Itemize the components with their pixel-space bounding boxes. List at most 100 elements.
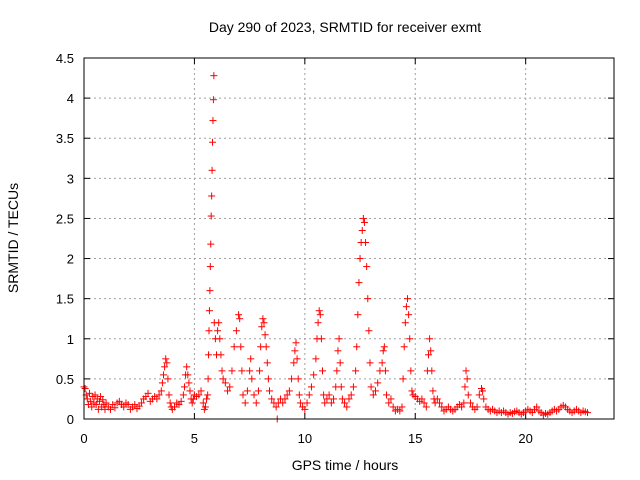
data-point	[197, 387, 205, 395]
data-point	[243, 387, 251, 395]
data-point	[327, 399, 335, 407]
data-point	[398, 403, 406, 411]
y-tick-label: 3.5	[56, 131, 74, 146]
data-point	[204, 391, 212, 399]
data-point	[153, 395, 161, 403]
data-point	[209, 117, 217, 125]
data-point	[473, 403, 481, 411]
data-point	[163, 359, 171, 367]
data-point	[177, 397, 185, 405]
data-point	[92, 401, 100, 409]
data-point	[292, 339, 300, 347]
data-point	[279, 399, 287, 407]
data-point	[402, 303, 410, 311]
data-point	[461, 383, 469, 391]
data-point	[171, 403, 179, 411]
data-point	[341, 399, 349, 407]
data-point	[429, 387, 437, 395]
data-point	[355, 279, 363, 287]
data-point	[264, 375, 272, 383]
y-tick-label: 4	[67, 91, 74, 106]
data-point	[533, 403, 541, 411]
data-point	[427, 347, 435, 355]
data-point	[291, 347, 299, 355]
data-point	[81, 385, 89, 393]
data-point	[272, 403, 280, 411]
data-point	[120, 403, 128, 411]
data-point	[157, 387, 165, 395]
data-point	[364, 295, 372, 303]
data-point	[124, 401, 132, 409]
data-point	[381, 367, 389, 375]
y-tick-label: 1	[67, 332, 74, 347]
data-point	[205, 327, 213, 335]
data-point	[208, 192, 216, 200]
data-point	[303, 399, 311, 407]
data-point	[353, 343, 361, 351]
data-point	[479, 387, 487, 395]
data-point	[210, 72, 218, 80]
data-point	[360, 218, 368, 226]
data-point	[385, 399, 393, 407]
data-point	[354, 311, 362, 319]
data-point	[204, 375, 212, 383]
data-point	[401, 319, 409, 327]
data-point	[241, 399, 249, 407]
data-point	[438, 403, 446, 411]
data-point	[283, 391, 291, 399]
data-point	[205, 307, 213, 315]
data-point	[88, 403, 96, 411]
data-point	[475, 391, 483, 399]
data-point	[221, 379, 229, 387]
data-point	[338, 395, 346, 403]
data-point	[319, 367, 326, 375]
data-point	[294, 375, 302, 383]
data-point	[325, 391, 333, 399]
data-point	[144, 389, 152, 397]
data-point	[335, 335, 343, 343]
data-point	[224, 387, 232, 395]
data-point	[404, 295, 412, 303]
data-point	[345, 395, 353, 403]
data-point	[111, 404, 119, 412]
data-point	[86, 389, 94, 397]
data-point	[188, 399, 196, 407]
data-point	[307, 383, 315, 391]
data-point	[420, 399, 428, 407]
data-point	[263, 359, 271, 367]
data-point	[268, 395, 276, 403]
data-point	[334, 347, 342, 355]
data-point	[226, 383, 234, 391]
y-tick-label: 2	[67, 252, 74, 267]
data-point	[260, 319, 268, 327]
data-point	[305, 391, 313, 399]
data-point	[330, 395, 338, 403]
data-point	[365, 327, 373, 335]
data-point	[436, 399, 444, 407]
data-point	[316, 311, 324, 319]
data-point	[425, 351, 432, 359]
data-point	[389, 403, 397, 411]
data-point	[464, 391, 472, 399]
data-point	[185, 379, 193, 387]
chart-title: Day 290 of 2023, SRMTID for receiver exm…	[209, 19, 481, 35]
data-point	[216, 335, 224, 343]
data-point	[301, 405, 309, 413]
data-point	[238, 367, 246, 375]
data-point	[396, 407, 404, 415]
data-point	[259, 315, 267, 323]
data-point	[219, 375, 227, 383]
data-point	[288, 375, 296, 383]
data-point	[333, 367, 341, 375]
data-point	[343, 403, 351, 411]
data-point	[352, 367, 360, 375]
data-point	[209, 138, 217, 146]
data-point	[584, 409, 591, 417]
data-point	[379, 347, 387, 355]
data-point	[312, 355, 320, 363]
data-point	[217, 351, 225, 359]
data-point	[380, 343, 388, 351]
data-point	[236, 315, 244, 323]
data-point	[248, 375, 256, 383]
